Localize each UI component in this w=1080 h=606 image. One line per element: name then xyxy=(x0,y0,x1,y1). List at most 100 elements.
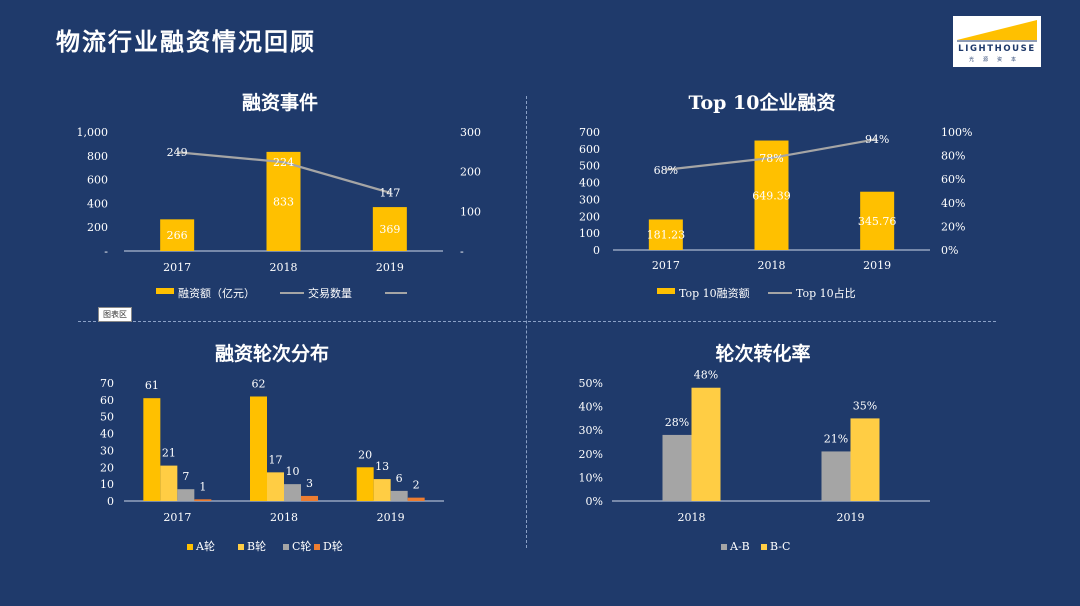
top10-financing-left-tick: 300 xyxy=(579,193,600,206)
round-distribution-bar-label: 21 xyxy=(162,447,176,460)
financing-events-line-label: 147 xyxy=(379,187,400,200)
round-distribution-bar-label: 10 xyxy=(286,465,300,478)
top10-financing-right-tick: 20% xyxy=(941,220,965,233)
top10-financing-legend-swatch xyxy=(657,288,675,294)
round-conversion-tick: 20% xyxy=(579,448,603,461)
round-distribution-bar xyxy=(390,490,408,501)
round-conversion-bar xyxy=(821,451,851,501)
round-distribution-category-label: 2017 xyxy=(163,511,191,524)
round-distribution-tick: 60 xyxy=(100,394,114,407)
round-distribution-bar-label: 62 xyxy=(252,377,266,390)
round-distribution-bar xyxy=(194,499,212,501)
top10-financing-bar-label: 345.76 xyxy=(858,215,897,228)
top10-financing-line-label: 68% xyxy=(654,164,678,177)
financing-events-left-tick: 600 xyxy=(87,174,108,187)
page-title: 物流行业融资情况回顾 xyxy=(56,27,316,56)
financing-events-right-tick: 100 xyxy=(460,205,481,218)
round-conversion-bar xyxy=(691,387,721,501)
financing-events-left-tick: - xyxy=(104,245,108,258)
financing-events-legend-label: 交易数量 xyxy=(308,286,352,300)
round-distribution-bar xyxy=(301,495,318,501)
round-distribution-bar-label: 2 xyxy=(413,479,420,492)
round-distribution-tick: 10 xyxy=(100,478,114,491)
round-distribution-bar xyxy=(284,484,301,501)
round-distribution-legend-swatch xyxy=(238,544,244,550)
round-distribution-tick: 20 xyxy=(100,461,114,474)
top10-financing-left-tick: 200 xyxy=(579,210,600,223)
round-distribution-tick: 50 xyxy=(100,411,114,424)
financing-events-right-tick: 300 xyxy=(460,126,481,139)
round-distribution-bar-label: 13 xyxy=(375,460,389,473)
top10-financing-title: Top 10企业融资 xyxy=(689,91,836,114)
round-conversion-tick: 30% xyxy=(579,424,603,437)
round-distribution-bar xyxy=(177,489,195,501)
round-distribution-bar-label: 1 xyxy=(199,480,206,493)
round-distribution-legend-label: D轮 xyxy=(323,539,343,553)
round-distribution-legend-label: B轮 xyxy=(247,539,266,553)
financing-events-bar-label: 266 xyxy=(167,229,188,242)
financing-events-left-tick: 800 xyxy=(87,150,108,163)
round-distribution-bar-label: 17 xyxy=(269,453,283,466)
top10-financing-right-tick: 40% xyxy=(941,197,965,210)
top10-financing-category-label: 2019 xyxy=(863,259,891,272)
round-distribution-bar-label: 20 xyxy=(358,448,372,461)
round-conversion-tick: 50% xyxy=(579,377,603,390)
financing-events-right-tick: 200 xyxy=(460,166,481,179)
round-distribution-legend-swatch xyxy=(314,544,320,550)
round-conversion-legend-swatch xyxy=(721,544,727,550)
financing-events-category-label: 2018 xyxy=(270,261,298,274)
top10-financing-right-tick: 0% xyxy=(941,244,958,257)
round-conversion-category-label: 2019 xyxy=(837,511,865,524)
round-conversion-bar-label: 28% xyxy=(665,416,689,429)
round-conversion-legend-label: A-B xyxy=(729,540,750,553)
round-distribution-bar xyxy=(143,398,161,501)
chart-area-label: 图表区 xyxy=(98,307,132,322)
financing-events-bar-label: 369 xyxy=(379,223,400,236)
round-distribution-bar xyxy=(160,465,178,501)
top10-financing-bar xyxy=(860,191,895,250)
round-distribution-bar xyxy=(407,497,425,501)
top10-financing-left-tick: 400 xyxy=(579,177,600,190)
round-conversion-bar-label: 35% xyxy=(853,399,877,412)
top10-financing-bar xyxy=(648,219,683,250)
top10-financing-legend-label: Top 10占比 xyxy=(796,286,856,300)
top10-financing-right-tick: 60% xyxy=(941,173,965,186)
financing-events-left-tick: 200 xyxy=(87,221,108,234)
financing-events-line-label: 224 xyxy=(273,156,294,169)
top10-financing-left-tick: 0 xyxy=(593,244,600,257)
top10-financing-category-label: 2018 xyxy=(758,259,786,272)
top10-financing-bar-label: 649.39 xyxy=(752,189,791,202)
financing-events-left-tick: 1,000 xyxy=(77,126,109,139)
top10-financing-line xyxy=(665,137,878,171)
logo-wordmark: LIGHTHOUSE xyxy=(958,44,1036,54)
top10-financing-left-tick: 600 xyxy=(579,143,600,156)
round-conversion-legend-label: B-C xyxy=(770,540,790,553)
round-distribution-category-label: 2019 xyxy=(377,511,405,524)
round-distribution-title: 融资轮次分布 xyxy=(215,342,329,365)
top10-financing-bar-label: 181.23 xyxy=(647,229,686,242)
lighthouse-beam-icon xyxy=(957,20,1037,42)
round-distribution-bar xyxy=(373,479,391,501)
financing-events-category-label: 2019 xyxy=(376,261,404,274)
round-conversion-legend-swatch xyxy=(761,544,767,550)
round-distribution-tick: 30 xyxy=(100,444,114,457)
top10-financing-category-label: 2017 xyxy=(652,259,680,272)
round-distribution-bar-label: 6 xyxy=(396,472,403,485)
round-distribution-tick: 40 xyxy=(100,428,114,441)
round-distribution-bar xyxy=(356,467,374,501)
round-conversion-title: 轮次转化率 xyxy=(715,342,810,365)
financing-events-bar xyxy=(160,219,195,251)
round-distribution-bar-label: 61 xyxy=(145,379,159,392)
top10-financing-left-tick: 500 xyxy=(579,160,600,173)
top10-financing-line-label: 94% xyxy=(865,133,889,146)
round-conversion-tick: 0% xyxy=(586,495,603,508)
horizontal-divider xyxy=(78,321,996,322)
round-distribution-bar-label: 7 xyxy=(182,470,189,483)
vertical-divider xyxy=(526,96,527,548)
financing-events-bar xyxy=(266,151,301,251)
top10-financing-left-tick: 700 xyxy=(579,126,600,139)
top10-financing-left-tick: 100 xyxy=(579,227,600,240)
financing-events-legend-swatch xyxy=(156,288,174,294)
round-conversion-category-label: 2018 xyxy=(678,511,706,524)
round-distribution-legend-label: C轮 xyxy=(292,539,311,553)
